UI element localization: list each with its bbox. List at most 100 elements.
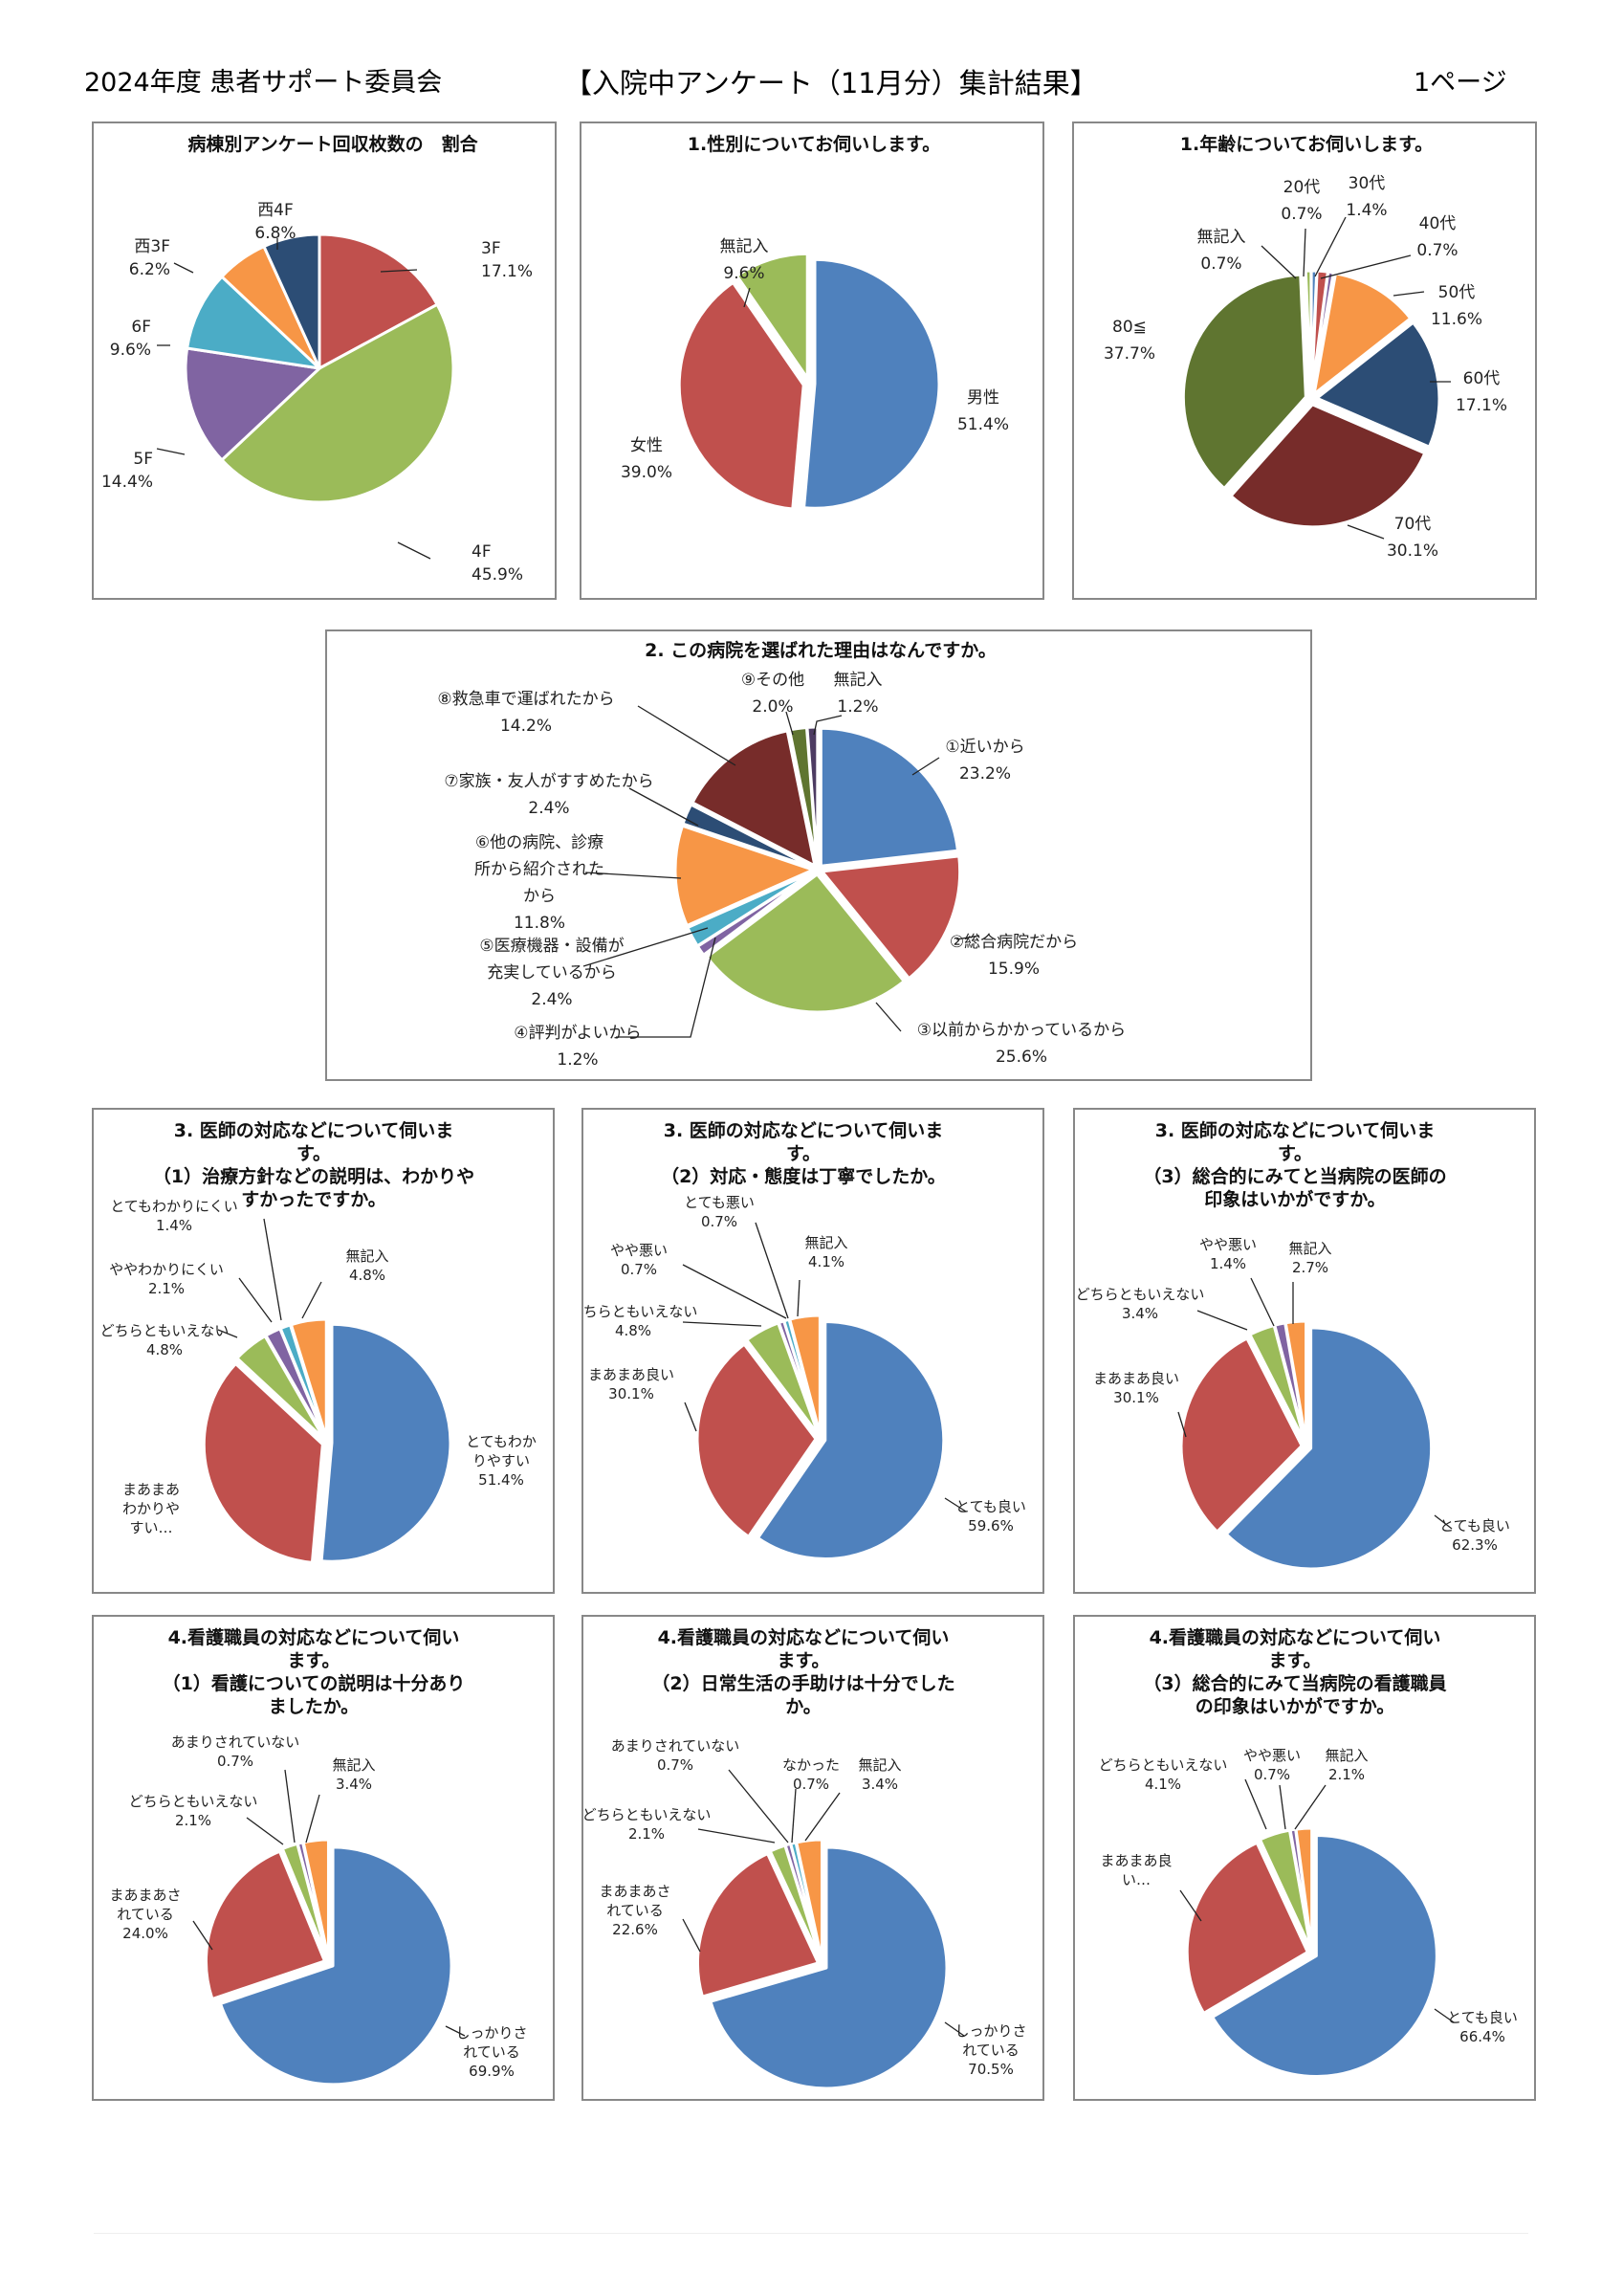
gender-pie-chart: 1.性別についてお伺いします。 男性 51.4% 女性 39.0% 無記入 9.6% [580, 121, 1044, 600]
slice-percentage: 4.8% [615, 1322, 651, 1339]
pie-slice-まあまあ良い [695, 1342, 818, 1538]
slice-percentage: 45.9% [472, 565, 523, 585]
slice-percentage: 4.1% [1145, 1776, 1181, 1793]
leader-line [301, 1281, 322, 1319]
slice-percentage: 15.9% [988, 960, 1040, 979]
slice-label: ⑨その他 [741, 671, 804, 690]
pie-slice-男性 [802, 257, 941, 510]
pie-slice-女性 [677, 280, 805, 511]
slice-percentage: 0.7% [1416, 241, 1458, 260]
ward-pie-chart-svg: 病棟別アンケート回収枚数の 割合 3F 17.1% 4F 45.9% 5F 14.4% 6F 9… [101, 133, 533, 585]
chart-title-line: 病棟別アンケート回収枚数の 割合 [187, 133, 478, 155]
slice-label: やや悪い [1243, 1747, 1301, 1764]
slice-percentage: 0.7% [1281, 205, 1322, 224]
slice-percentage: 2.0% [752, 697, 793, 717]
slice-label: れている [117, 1906, 174, 1923]
chart-title-line: 4.看護職員の対応などについて伺い [1150, 1626, 1441, 1648]
leader-line [263, 1218, 282, 1321]
leader-line [785, 711, 794, 736]
leader-line [1196, 1310, 1248, 1331]
chart-title-line: す。 [296, 1143, 331, 1164]
slice-percentage: 1.4% [1346, 201, 1387, 220]
slice-label: やや悪い [610, 1242, 668, 1259]
slice-label: 80≦ [1112, 318, 1147, 337]
slice-label: 男性 [967, 388, 999, 408]
slice-label: ②総合病院だから [950, 933, 1078, 952]
slice-label: れている [962, 2042, 1020, 2059]
chart-title-line: の印象はいかがですか。 [1195, 1695, 1395, 1717]
slice-label: なかった [782, 1756, 840, 1774]
chart-title-line: 4.看護職員の対応などについて伺い [168, 1626, 460, 1648]
slice-label: 無記入 [834, 671, 883, 690]
chart-title-line: （1）看護についての説明は十分あり [163, 1672, 466, 1694]
header-committee: 2024年度 患者サポート委員会 [84, 68, 443, 98]
leader-line [684, 1402, 697, 1432]
slice-percentage: 51.4% [957, 415, 1009, 434]
leader-line [284, 1769, 296, 1843]
slice-label: とても悪い [684, 1194, 755, 1211]
slice-percentage: 0.7% [657, 1756, 693, 1774]
slice-label: 西4F [257, 201, 294, 220]
pie-slice-しっかりされている [709, 1845, 949, 2090]
pie-slice-無記入 [1283, 1319, 1308, 1444]
chart-title-line: 2. この病院を選ばれた理由はなんですか。 [645, 639, 997, 661]
slice-percentage: 2.1% [628, 1825, 665, 1843]
slice-label: どちらともいえない [1076, 1286, 1205, 1303]
slice-percentage: 2.7% [1292, 1259, 1328, 1276]
chart-title-line: （1）治療方針などの説明は、わかりや [153, 1165, 474, 1187]
doctor-explanation-pie-chart-svg: 3. 医師の対応などについて伺います。（1）治療方針などの説明は、わかりやすかっ… [100, 1119, 537, 1564]
pie-slice-総合病院だから [821, 854, 962, 981]
slice-label: とてもわかりにくい [110, 1198, 238, 1215]
age-pie-chart-svg: 1.年齢についてお伺いします。 20代 0.7% 30代 1.4% 40代 0.7% 50代 1… [1104, 133, 1507, 561]
footer-divider [94, 2233, 1528, 2234]
leader-line [1279, 1784, 1286, 1830]
pie-slice-とても良い [1224, 1326, 1434, 1571]
slice-label: とても良い [955, 1498, 1026, 1515]
slice-label: どちらともいえない [583, 1303, 697, 1320]
slice-percentage: 4.8% [146, 1341, 183, 1358]
leader-line [1314, 216, 1347, 277]
pie-slice-無記入 [1294, 1826, 1314, 1951]
slice-label: とても良い [1447, 2009, 1518, 2026]
slice-label: 40代 [1419, 214, 1457, 233]
pie-slice-3F [318, 232, 439, 370]
leader-line [217, 1329, 238, 1338]
leader-line [875, 1002, 902, 1032]
pie-slice-医療機器・設備が充実しているから [686, 870, 816, 948]
pie-slice-70代 [1229, 403, 1427, 529]
slice-label: 無記入 [1288, 1240, 1331, 1257]
pie-slice-無記入 [301, 1838, 330, 1960]
pie-slice-5F [184, 346, 321, 462]
slice-label: どちらともいえない [583, 1806, 711, 1823]
doctor-overall-pie-chart: 3. 医師の対応などについて伺いま す。 （3）総合的にみてと当病院の医師の 印象はい… [1073, 1108, 1536, 1594]
pie-slice-家族・友人がすすめたから [681, 803, 815, 870]
slice-label: まあまあさ [599, 1883, 670, 1900]
slice-label: 30代 [1349, 174, 1386, 193]
slice-label: ⑦家族・友人がすすめたから [444, 772, 653, 791]
leader-line [1434, 2008, 1455, 2023]
pie-slice-救急車で運ばれたから [691, 729, 817, 868]
slice-percentage: 0.7% [217, 1753, 253, 1770]
age-pie-chart: 1.年齢についてお伺いします。 20代 0.7% 30代 1.4% 40代 0.7% 50代 1… [1072, 121, 1537, 600]
leader-line [1179, 1889, 1202, 1922]
slice-label: 無記入 [804, 1234, 847, 1251]
leader-line [1434, 1514, 1453, 1530]
chart-title-line: （2）日常生活の手助けは十分でした [651, 1672, 954, 1694]
doctor-attitude-pie-chart-svg: 3. 医師の対応などについて伺います。（2）対応・態度は丁寧でしたか。とても良い… [583, 1119, 1026, 1560]
leader-line [156, 448, 186, 455]
pie-slice-無記入 [289, 1317, 328, 1440]
slice-label: どちらともいえない [100, 1322, 230, 1339]
slice-percentage: 2.4% [528, 799, 569, 818]
slice-percentage: 2.1% [148, 1280, 185, 1297]
slice-percentage: 11.8% [514, 914, 565, 933]
slice-label: 5F [133, 450, 153, 469]
leader-line [305, 1794, 320, 1843]
slice-label: 無記入 [1325, 1747, 1368, 1764]
slice-label: ⑧救急車で運ばれたから [437, 690, 614, 709]
chart-title-line: 1.年齢についてお伺いします。 [1180, 133, 1433, 155]
chart-title-line: す。 [1278, 1143, 1312, 1164]
slice-label: 70代 [1394, 515, 1432, 534]
slice-percentage: 2.1% [1328, 1766, 1365, 1783]
leader-line [1244, 1778, 1267, 1830]
slice-label: どちらともいえない [129, 1793, 258, 1810]
